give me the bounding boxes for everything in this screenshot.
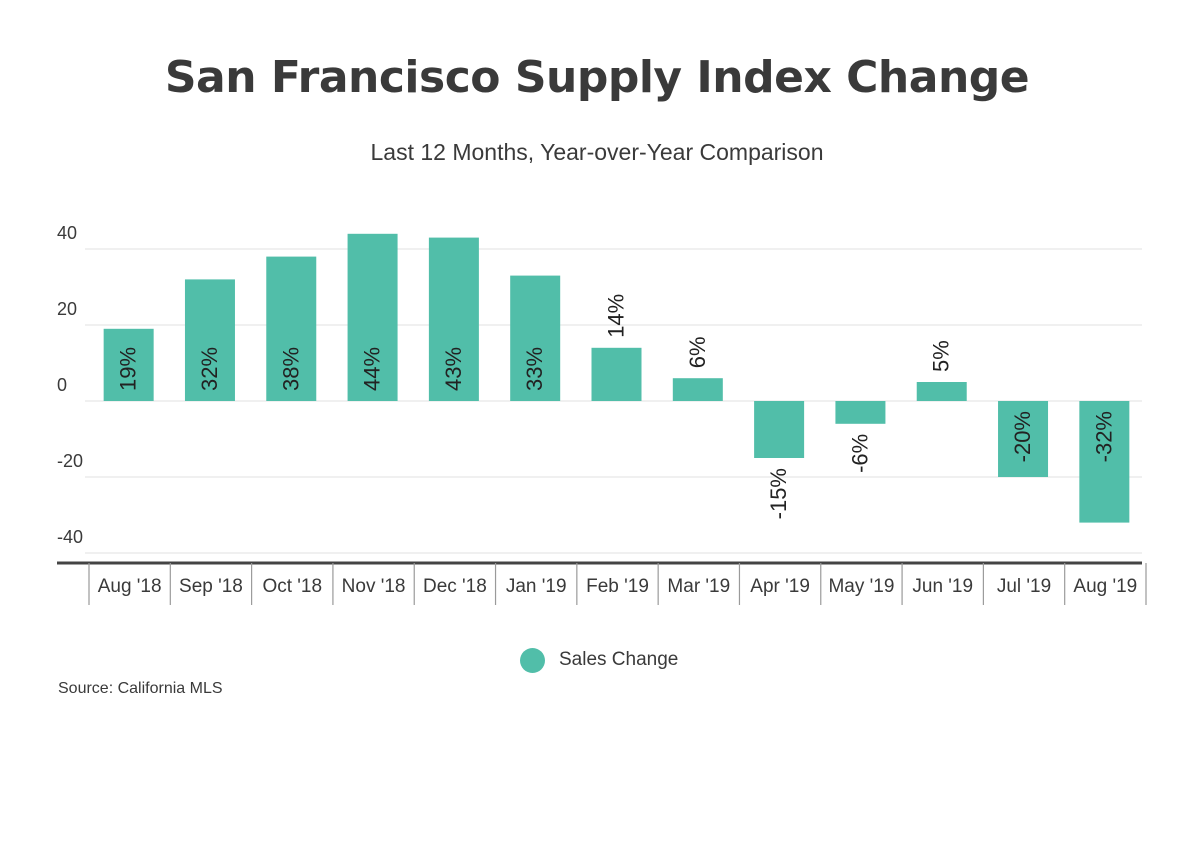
chart-subtitle: Last 12 Months, Year-over-Year Compariso… <box>370 139 824 165</box>
y-tick-label: -40 <box>57 527 83 547</box>
bar <box>998 401 1049 477</box>
data-label: -15% <box>766 468 791 519</box>
data-label: 44% <box>360 347 385 391</box>
legend-swatch <box>520 647 545 673</box>
y-tick-label: 0 <box>57 375 67 395</box>
x-tick-label: Jan '19 <box>506 576 567 597</box>
data-label: 19% <box>116 347 141 391</box>
y-tick-label: -20 <box>57 451 83 471</box>
bar <box>103 328 154 401</box>
x-tick-label: Nov '18 <box>342 576 406 597</box>
bar-chart: 40 20 0 -20 -40 Aug '18 Sep '18 Oct '18 Nov '18 D… <box>57 223 1147 605</box>
data-label: 14% <box>604 294 629 338</box>
source-note: Source: California MLS <box>58 680 223 697</box>
x-tick-label: Jul '19 <box>997 576 1051 597</box>
x-tick-label: Feb '19 <box>586 576 649 597</box>
data-label: -20% <box>1010 411 1035 462</box>
bar <box>266 256 317 401</box>
bar <box>672 378 723 401</box>
bar <box>184 279 235 401</box>
bar <box>510 275 561 401</box>
bar <box>347 233 398 401</box>
bar <box>428 237 479 401</box>
x-tick-label: Oct '18 <box>262 576 322 597</box>
bar <box>754 401 805 458</box>
x-tick-label: May '19 <box>828 576 894 597</box>
data-label: 33% <box>522 347 547 391</box>
data-label: 43% <box>441 347 466 391</box>
chart-title: San Francisco Supply Index Change <box>164 52 1030 103</box>
data-label: 38% <box>278 347 303 391</box>
data-label: 5% <box>929 340 954 372</box>
x-tick-label: Aug '19 <box>1073 576 1137 597</box>
x-tick-label: Jun '19 <box>912 576 973 597</box>
y-tick-label: 20 <box>57 299 77 319</box>
data-label: -6% <box>847 434 872 473</box>
y-tick-label: 40 <box>57 223 77 243</box>
legend[interactable]: Sales Change <box>520 646 678 674</box>
bar <box>1079 401 1130 523</box>
bar <box>916 382 967 401</box>
x-tick-label: Mar '19 <box>667 576 730 597</box>
x-tick-label: Dec '18 <box>423 576 487 597</box>
bar <box>591 347 642 401</box>
data-label: 6% <box>685 336 710 368</box>
legend-label: Sales Change <box>559 649 679 670</box>
x-tick-label: Aug '18 <box>98 576 162 597</box>
bar <box>835 401 886 424</box>
x-tick-label: Apr '19 <box>750 576 810 597</box>
data-label: -32% <box>1091 411 1116 462</box>
x-tick-label: Sep '18 <box>179 576 243 597</box>
data-label: 32% <box>197 347 222 391</box>
